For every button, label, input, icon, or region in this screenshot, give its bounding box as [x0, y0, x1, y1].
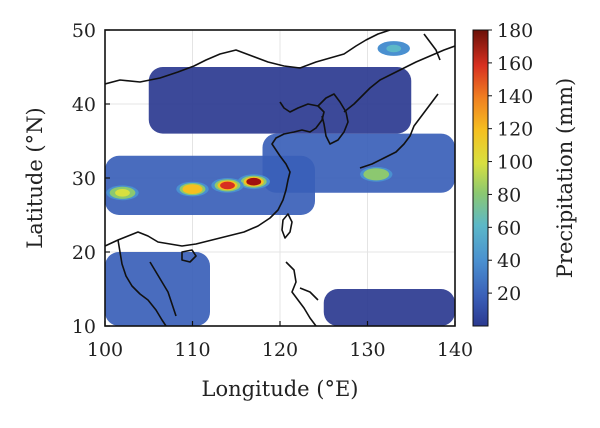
hotspot-4-level-4 [115, 189, 130, 197]
hotspot-1-level-4 [246, 177, 262, 186]
x-tick-label-140: 140 [437, 339, 473, 361]
coastline-china-mainland [105, 101, 325, 247]
coastline-sakhalin [423, 33, 441, 61]
hotspot-6-level-4 [386, 44, 402, 53]
colorbar-tick-label-160: 160 [497, 53, 533, 75]
coastline-philippines [285, 261, 319, 326]
hotspot-5-level-4 [368, 170, 384, 179]
colorbar-ticks: 20 40 60 80 100 120 140 160 180 [488, 20, 533, 305]
colorbar-tick-label-140: 140 [497, 86, 533, 108]
y-axis-ticks: 10 20 30 40 50 [72, 20, 110, 338]
rain-region-4 [105, 252, 210, 326]
coastline-indochina [117, 239, 177, 326]
colorbar-label: Precipitation (mm) [553, 78, 577, 278]
y-tick-label-50: 50 [72, 20, 96, 42]
x-tick-label-100: 100 [87, 339, 123, 361]
rain-region-3 [148, 67, 412, 134]
y-tick-label-30: 30 [72, 168, 96, 190]
coastline-japan [359, 93, 439, 169]
rain-region-5 [323, 289, 455, 326]
y-tick-label-10: 10 [72, 316, 96, 338]
border-north [105, 30, 391, 85]
coastline-korea [317, 93, 349, 145]
y-axis-label: Latitude (°N) [23, 107, 47, 248]
hotspot-3-level-4 [185, 185, 200, 193]
colorbar-tick-label-40: 40 [497, 250, 521, 272]
colorbar-tick-label-80: 80 [497, 184, 521, 206]
y-tick-label-40: 40 [72, 94, 96, 116]
colorbar-tick-label-100: 100 [497, 152, 533, 174]
coastlines [105, 30, 455, 326]
colorbar-tick-label-180: 180 [497, 20, 533, 42]
colorbar-gradient [472, 29, 489, 327]
y-tick-label-20: 20 [72, 242, 96, 264]
colorbar-tick-label-20: 20 [497, 283, 521, 305]
border-northeast [343, 45, 455, 113]
precipitation-field [105, 41, 455, 326]
colorbar-tick-label-120: 120 [497, 119, 533, 141]
coastline-taiwan [281, 213, 293, 239]
x-tick-label-120: 120 [262, 339, 298, 361]
coastline-hainan [181, 249, 197, 263]
x-axis-ticks: 100 110 120 130 140 [87, 321, 473, 361]
rain-region-2 [262, 133, 455, 193]
x-axis-label: Longitude (°E) [202, 377, 359, 401]
map-panel: 100 110 120 130 140 10 20 30 40 50 Longitude (°E… [23, 20, 473, 401]
colorbar-tick-label-60: 60 [497, 217, 521, 239]
hotspot-2-level-4 [220, 181, 235, 190]
x-tick-label-130: 130 [349, 339, 385, 361]
x-tick-label-110: 110 [174, 339, 210, 361]
colorbar: 20 40 60 80 100 120 140 160 180 Precipitation (m… [472, 20, 577, 327]
